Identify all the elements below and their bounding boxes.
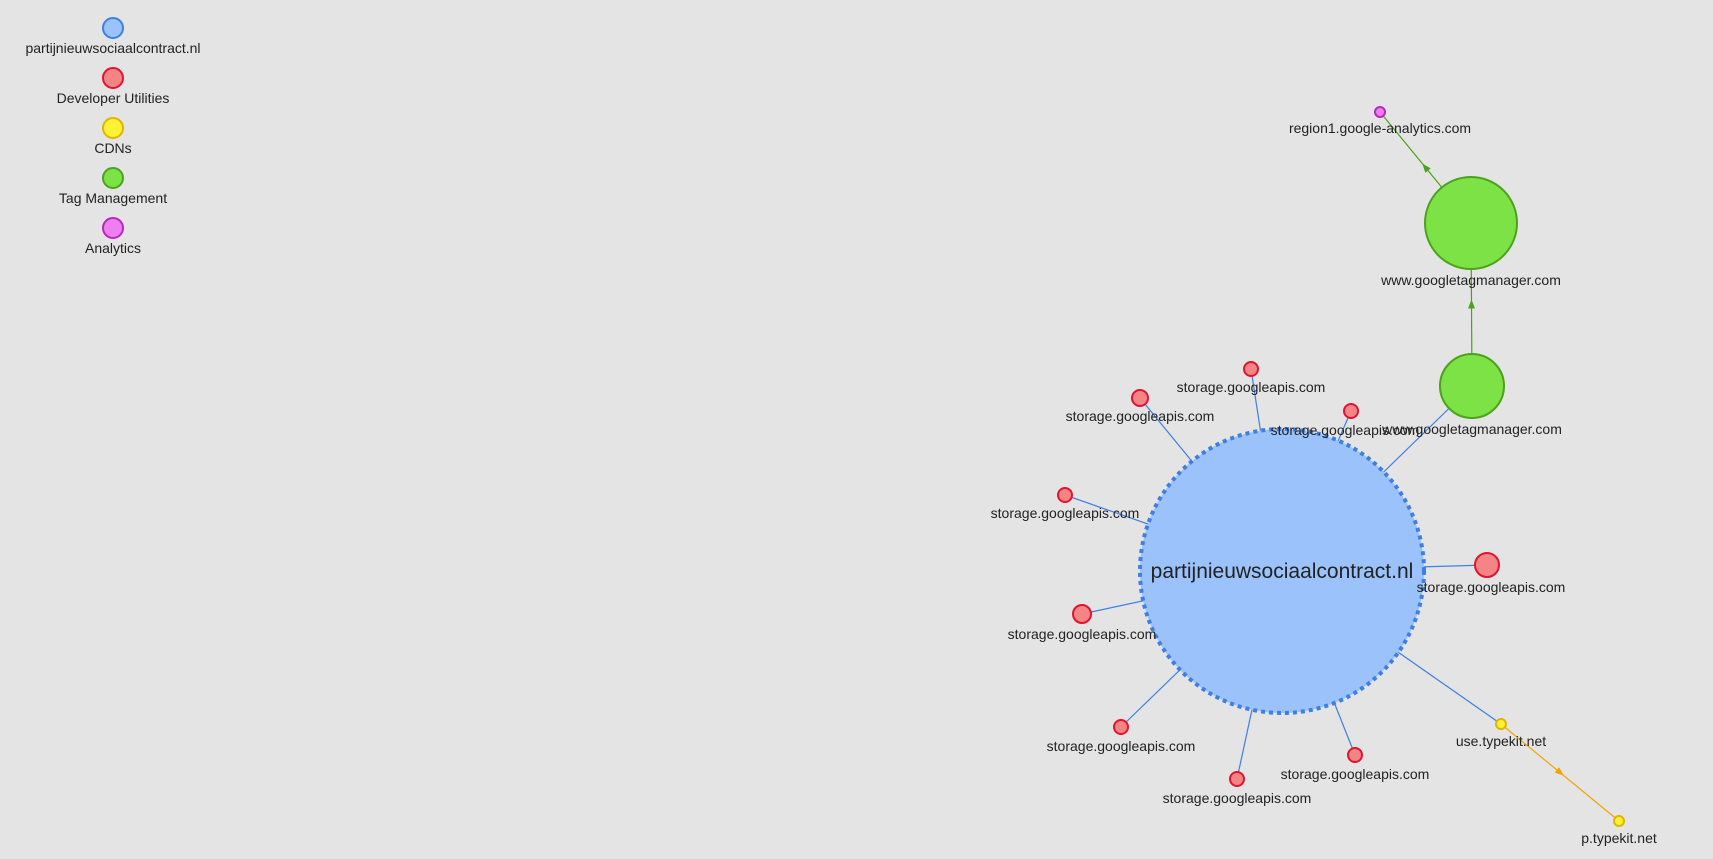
node-circle[interactable] — [1439, 353, 1505, 419]
node-tk2[interactable]: p.typekit.net — [1581, 815, 1657, 846]
node-circle[interactable] — [1138, 427, 1426, 715]
legend-label: Developer Utilities — [57, 90, 170, 106]
node-label: p.typekit.net — [1581, 830, 1657, 846]
node-s7[interactable]: storage.googleapis.com — [1047, 719, 1196, 754]
node-circle[interactable] — [1343, 403, 1359, 419]
node-circle[interactable] — [1113, 719, 1129, 735]
node-circle[interactable] — [1347, 747, 1363, 763]
node-label: storage.googleapis.com — [1066, 408, 1215, 424]
node-s8[interactable]: storage.googleapis.com — [1281, 747, 1430, 782]
node-label: storage.googleapis.com — [1163, 790, 1312, 806]
node-label: storage.googleapis.com — [991, 505, 1140, 521]
node-gtm1[interactable]: www.googletagmanager.com — [1381, 353, 1562, 437]
legend: partijnieuwsociaalcontract.nl Developer U… — [25, 17, 201, 256]
legend-item-cdn: CDNs — [94, 117, 132, 156]
node-circle[interactable] — [1131, 389, 1149, 407]
node-label: storage.googleapis.com — [1281, 766, 1430, 782]
legend-swatch — [102, 67, 124, 89]
node-s9[interactable]: storage.googleapis.com — [1163, 771, 1312, 806]
node-s3[interactable]: storage.googleapis.com — [1271, 403, 1420, 438]
node-circle[interactable] — [1243, 361, 1259, 377]
node-gtm2[interactable]: www.googletagmanager.com — [1380, 176, 1561, 288]
legend-swatch — [102, 117, 124, 139]
edge-arrow — [1422, 163, 1431, 173]
node-ga[interactable]: region1.google-analytics.com — [1289, 106, 1471, 136]
node-s5[interactable]: storage.googleapis.com — [1417, 552, 1566, 595]
node-circle[interactable] — [1072, 604, 1092, 624]
node-tk1[interactable]: use.typekit.net — [1456, 718, 1546, 749]
node-circle[interactable] — [1495, 718, 1507, 730]
node-s2[interactable]: storage.googleapis.com — [1066, 389, 1215, 424]
legend-item-site: partijnieuwsociaalcontract.nl — [25, 17, 201, 56]
edge-tk1-tk2 — [1500, 723, 1620, 822]
node-label: www.googletagmanager.com — [1380, 272, 1561, 288]
node-label: storage.googleapis.com — [1047, 738, 1196, 754]
node-circle[interactable] — [1613, 815, 1625, 827]
legend-label: Tag Management — [59, 190, 167, 206]
graph-nodes: partijnieuwsociaalcontract.nl www.googlet… — [991, 106, 1657, 846]
legend-item-tag: Tag Management — [59, 167, 167, 206]
legend-swatch — [102, 17, 124, 39]
node-label: storage.googleapis.com — [1417, 579, 1566, 595]
legend-item-analytics: Analytics — [85, 217, 141, 256]
node-label: use.typekit.net — [1456, 733, 1546, 749]
node-label: storage.googleapis.com — [1008, 626, 1157, 642]
legend-label: partijnieuwsociaalcontract.nl — [25, 40, 200, 56]
node-circle[interactable] — [1374, 106, 1386, 118]
node-circle[interactable] — [1424, 176, 1518, 270]
node-label: region1.google-analytics.com — [1289, 120, 1471, 136]
legend-item-dev: Developer Utilities — [57, 67, 170, 106]
edge-arrow — [1554, 767, 1564, 776]
node-label: partijnieuwsociaalcontract.nl — [1151, 560, 1414, 583]
legend-swatch — [102, 217, 124, 239]
node-label: www.googletagmanager.com — [1381, 421, 1562, 437]
legend-label: CDNs — [94, 140, 131, 156]
node-label: storage.googleapis.com — [1177, 379, 1326, 395]
node-root[interactable]: partijnieuwsociaalcontract.nl — [1138, 427, 1426, 715]
legend-swatch — [102, 167, 124, 189]
edge-arrow — [1468, 299, 1476, 309]
node-label: storage.googleapis.com — [1271, 422, 1420, 438]
node-circle[interactable] — [1229, 771, 1245, 787]
node-circle[interactable] — [1474, 552, 1500, 578]
node-s6[interactable]: storage.googleapis.com — [1008, 604, 1157, 642]
node-s4[interactable]: storage.googleapis.com — [991, 487, 1140, 521]
node-s1[interactable]: storage.googleapis.com — [1177, 361, 1326, 395]
node-circle[interactable] — [1057, 487, 1073, 503]
legend-label: Analytics — [85, 240, 141, 256]
